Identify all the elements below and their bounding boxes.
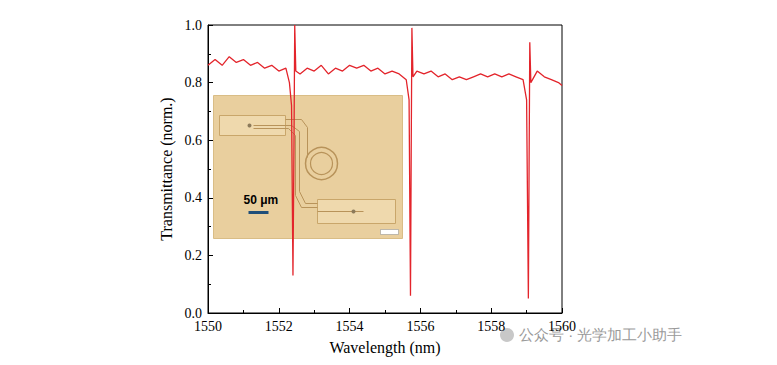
svg-text:0.2: 0.2	[185, 248, 203, 263]
svg-text:1558: 1558	[477, 319, 505, 334]
svg-text:0.6: 0.6	[185, 133, 203, 148]
svg-text:Wavelength (nm): Wavelength (nm)	[329, 339, 440, 357]
svg-text:1552: 1552	[265, 319, 293, 334]
svg-text:Transmittance (norm.): Transmittance (norm.)	[158, 97, 176, 240]
svg-text:1554: 1554	[336, 319, 364, 334]
svg-text:0.0: 0.0	[184, 305, 202, 321]
svg-text:1550: 1550	[194, 319, 222, 334]
svg-text:1556: 1556	[406, 319, 434, 334]
svg-text:1560: 1560	[548, 319, 576, 334]
svg-text:0.4: 0.4	[185, 190, 203, 205]
svg-text:1.0: 1.0	[185, 18, 203, 33]
svg-text:50 μm: 50 μm	[244, 193, 279, 207]
svg-text:0.8: 0.8	[185, 75, 203, 90]
svg-text:公众号 · 光学加工小助手: 公众号 · 光学加工小助手	[519, 326, 682, 343]
